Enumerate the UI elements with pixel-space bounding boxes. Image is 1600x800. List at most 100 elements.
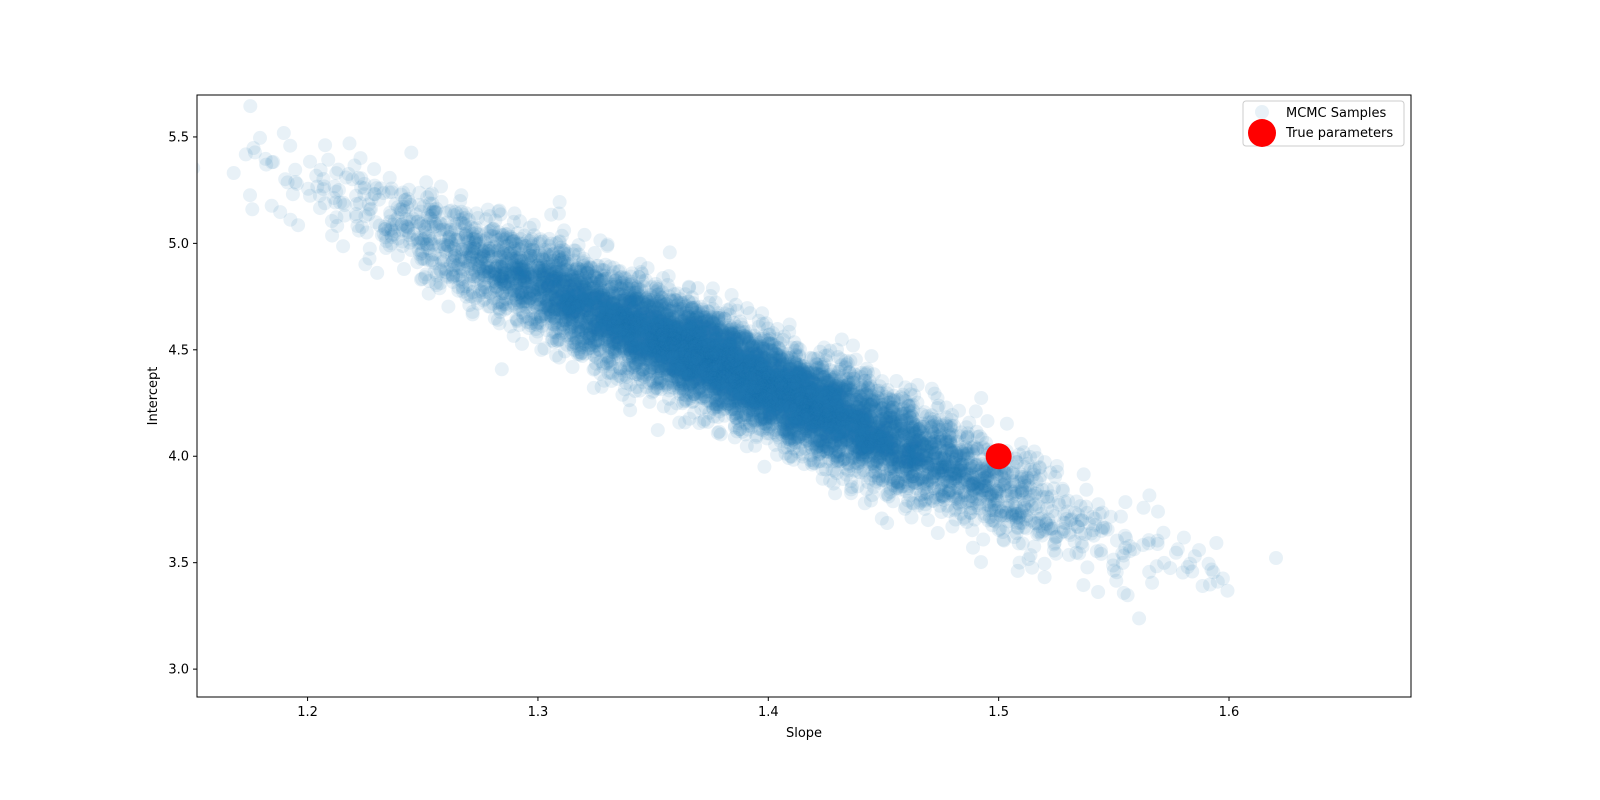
sample-point	[623, 339, 638, 354]
sample-point	[609, 308, 624, 323]
sample-point	[627, 359, 642, 374]
sample-point	[644, 330, 659, 345]
sample-point	[451, 257, 466, 272]
sample-point	[497, 273, 512, 288]
sample-point	[886, 400, 900, 415]
sample-point	[908, 451, 923, 466]
sample-point	[623, 296, 638, 311]
sample-point	[507, 287, 522, 302]
sample-point	[825, 418, 840, 433]
sample-point	[1176, 530, 1191, 545]
sample-point	[687, 348, 702, 363]
sample-point	[595, 313, 610, 328]
sample-point	[957, 485, 972, 499]
sample-point	[858, 422, 873, 437]
sample-point	[822, 381, 837, 396]
sample-point	[1056, 522, 1071, 537]
sample-point	[700, 324, 715, 339]
sample-point	[612, 306, 627, 321]
sample-point	[959, 446, 974, 461]
sample-point	[560, 293, 575, 308]
sample-point	[667, 287, 682, 302]
sample-point	[768, 384, 783, 399]
sample-point	[889, 451, 904, 466]
sample-point	[910, 443, 925, 458]
sample-point	[522, 291, 537, 306]
sample-point	[937, 452, 952, 467]
sample-point	[721, 355, 736, 370]
sample-point	[506, 258, 521, 273]
sample-point	[657, 357, 672, 372]
sample-point	[446, 268, 460, 283]
sample-point	[850, 431, 865, 446]
sample-point	[657, 338, 672, 353]
sample-point	[846, 446, 861, 461]
sample-point	[678, 318, 693, 333]
sample-point	[868, 428, 883, 443]
sample-point	[809, 417, 823, 431]
sample-point	[555, 298, 570, 313]
sample-point	[890, 446, 905, 461]
sample-point	[883, 410, 898, 425]
sample-point	[776, 413, 791, 427]
sample-point	[805, 372, 820, 387]
sample-point	[462, 223, 477, 238]
sample-point	[705, 358, 720, 373]
sample-point	[856, 405, 871, 420]
sample-point	[708, 331, 723, 345]
sample-point	[630, 314, 645, 329]
sample-point	[616, 315, 631, 329]
sample-point	[579, 295, 593, 309]
sample-point	[921, 456, 936, 471]
sample-point	[590, 298, 605, 313]
sample-point	[727, 402, 742, 417]
sample-point	[629, 310, 644, 325]
sample-point	[756, 329, 771, 344]
sample-point	[851, 408, 866, 423]
sample-point	[727, 339, 742, 354]
sample-point	[669, 349, 684, 364]
sample-point	[626, 281, 641, 296]
sample-point	[534, 279, 548, 294]
sample-point	[614, 369, 629, 384]
sample-point	[816, 383, 831, 398]
sample-point	[650, 313, 665, 328]
sample-point	[615, 315, 630, 330]
sample-point	[357, 176, 372, 191]
sample-point	[434, 179, 448, 194]
sample-point	[783, 379, 798, 394]
sample-point	[851, 423, 866, 438]
sample-point	[1007, 508, 1022, 523]
sample-point	[717, 355, 732, 370]
sample-point	[775, 349, 790, 364]
sample-point	[819, 429, 834, 444]
sample-point	[580, 319, 594, 334]
sample-point	[803, 415, 817, 430]
sample-point	[655, 297, 670, 312]
sample-point	[529, 292, 544, 307]
sample-point	[705, 353, 719, 368]
sample-point	[405, 211, 420, 226]
sample-point	[676, 306, 691, 321]
sample-point	[649, 279, 664, 294]
sample-point	[767, 373, 782, 387]
sample-point	[617, 318, 632, 333]
sample-point	[799, 403, 814, 418]
sample-point	[814, 434, 829, 449]
sample-point	[1076, 578, 1091, 593]
sample-point	[467, 256, 482, 271]
sample-point	[970, 441, 984, 456]
sample-point	[567, 273, 582, 288]
sample-point	[732, 371, 747, 386]
sample-point	[805, 442, 820, 457]
sample-point	[943, 468, 958, 483]
sample-point	[771, 397, 786, 412]
sample-point	[936, 450, 950, 465]
sample-point	[534, 312, 549, 327]
sample-point	[888, 481, 903, 496]
sample-point	[691, 344, 706, 359]
sample-point	[856, 433, 871, 448]
sample-point	[935, 460, 950, 474]
sample-point	[890, 407, 905, 421]
sample-point	[625, 303, 640, 318]
